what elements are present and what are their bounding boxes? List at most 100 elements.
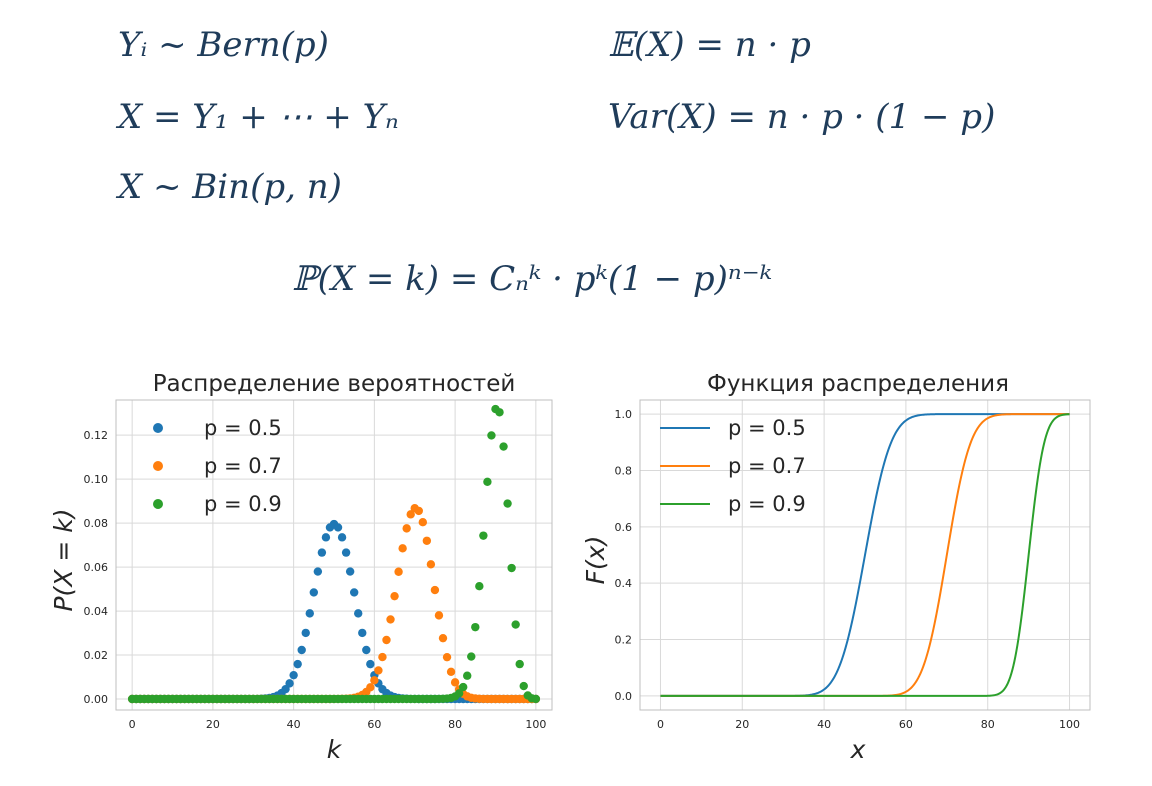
pmf-point — [463, 671, 472, 680]
formula-variance: Var(X) = n · p · (1 − p) — [608, 97, 996, 137]
pmf-point — [471, 622, 480, 632]
pmf-point — [531, 694, 541, 704]
pmf-chart: Распределение вероятностей k P(X = k) 0 2… — [49, 371, 553, 764]
formula-sum: X = Y₁ + ⋯ + Yₙ — [118, 97, 399, 137]
cdf-ytick-label: 0.0 — [615, 690, 633, 703]
cdf-xtick-label: 80 — [981, 718, 995, 731]
cdf-legend-label: p = 0.7 — [728, 454, 806, 478]
cdf-series-group — [660, 413, 1070, 697]
cdf-ytick-label: 1.0 — [615, 408, 633, 421]
cdf-xtick-label: 60 — [899, 718, 913, 731]
pmf-point — [333, 523, 343, 532]
pmf-point — [293, 659, 302, 669]
cdf-xtick-label: 0 — [657, 718, 664, 731]
pmf-point — [503, 499, 512, 508]
pmf-point — [430, 585, 440, 595]
pmf-ytick-label: 0.00 — [84, 693, 109, 706]
pmf-point — [414, 506, 423, 516]
pmf-ytick-label: 0.08 — [84, 517, 109, 530]
pmf-point — [479, 531, 488, 540]
formula-bernoulli: Yᵢ ~ Bern(p) — [118, 25, 329, 65]
pmf-point — [418, 518, 428, 527]
cdf-chart: Функция распределения x F(x) 0 20 40 60 80 10… — [581, 371, 1091, 764]
pmf-point — [446, 667, 456, 677]
pmf-legend-label: p = 0.5 — [204, 416, 282, 440]
pmf-legend-marker — [153, 499, 163, 509]
pmf-point — [515, 659, 524, 669]
pmf-point — [309, 588, 319, 597]
cdf-ytick-label: 0.8 — [615, 464, 633, 477]
pmf-point — [475, 582, 484, 591]
formula-pmf: ℙ(X = k) = Cₙᵏ · pᵏ(1 − p)ⁿ⁻ᵏ — [292, 259, 773, 299]
pmf-xtick-label: 80 — [448, 718, 462, 731]
pmf-point — [402, 524, 411, 533]
pmf-point — [499, 442, 508, 451]
pmf-point — [337, 533, 347, 542]
formula-expectation: 𝔼(X) = n · p — [608, 25, 811, 65]
pmf-point — [495, 408, 504, 417]
pmf-point — [398, 544, 407, 553]
pmf-point — [349, 588, 359, 597]
cdf-legend-label: p = 0.5 — [728, 416, 806, 440]
cdf-ytick-label: 0.4 — [615, 577, 633, 590]
pmf-point — [354, 609, 363, 618]
pmf-point — [450, 678, 460, 687]
pmf-point — [422, 536, 432, 545]
pmf-point — [426, 560, 436, 569]
pmf-point — [362, 645, 371, 655]
formula-binomial: X ~ Bin(p, n) — [118, 167, 342, 207]
pmf-point — [378, 652, 387, 662]
cdf-chart-xlabel: x — [850, 735, 866, 764]
pmf-point — [519, 681, 528, 691]
pmf-point — [366, 659, 375, 669]
pmf-point — [487, 431, 496, 440]
pmf-point — [285, 679, 294, 688]
pmf-xtick-label: 60 — [367, 718, 381, 731]
pmf-xtick-label: 20 — [206, 718, 220, 731]
pmf-point — [394, 567, 403, 576]
pmf-legend-marker — [153, 461, 163, 471]
pmf-point — [366, 683, 375, 692]
pmf-point — [297, 645, 306, 655]
pmf-point — [382, 635, 391, 645]
pmf-ytick-label: 0.02 — [84, 649, 109, 662]
pmf-chart-ylabel: P(X = k) — [49, 508, 78, 611]
pmf-point — [313, 567, 323, 576]
cdf-chart-ylabel: F(x) — [581, 536, 610, 585]
cdf-xtick-label: 100 — [1059, 718, 1080, 731]
pmf-point — [390, 591, 399, 601]
pmf-ytick-label: 0.06 — [84, 561, 109, 574]
pmf-plot-frame — [115, 399, 553, 711]
pmf-chart-title: Распределение вероятностей — [153, 371, 516, 397]
pmf-point — [507, 563, 516, 573]
pmf-chart-xlabel: k — [327, 735, 343, 764]
cdf-xtick-label: 20 — [735, 718, 749, 731]
pmf-legend-label: p = 0.7 — [204, 454, 282, 478]
pmf-point — [511, 620, 520, 629]
cdf-legend-label: p = 0.9 — [728, 492, 806, 516]
pmf-ytick-label: 0.12 — [84, 429, 109, 442]
pmf-point — [442, 652, 452, 662]
pmf-point — [454, 689, 464, 698]
cdf-ytick-label: 0.6 — [615, 521, 633, 534]
pmf-point — [374, 666, 383, 675]
pmf-xtick-label: 40 — [287, 718, 301, 731]
pmf-ytick-label: 0.10 — [84, 473, 109, 486]
pmf-point — [370, 676, 379, 685]
cdf-line-0 — [660, 413, 1070, 697]
pmf-ytick-label: 0.04 — [84, 605, 109, 618]
pmf-xtick-label: 0 — [129, 718, 136, 731]
pmf-xtick-label: 100 — [525, 718, 546, 731]
pmf-legend-label: p = 0.9 — [204, 492, 282, 516]
pmf-series-2 — [127, 404, 541, 704]
cdf-ytick-label: 0.2 — [615, 634, 633, 647]
pmf-point — [301, 628, 310, 638]
pmf-point — [345, 567, 355, 576]
pmf-point — [317, 548, 327, 557]
cdf-xtick-label: 40 — [817, 718, 831, 731]
pmf-series-1 — [127, 504, 541, 704]
pmf-point — [341, 548, 351, 557]
pmf-point — [305, 609, 314, 618]
pmf-point — [406, 510, 415, 519]
cdf-chart-title: Функция распределения — [707, 371, 1009, 397]
